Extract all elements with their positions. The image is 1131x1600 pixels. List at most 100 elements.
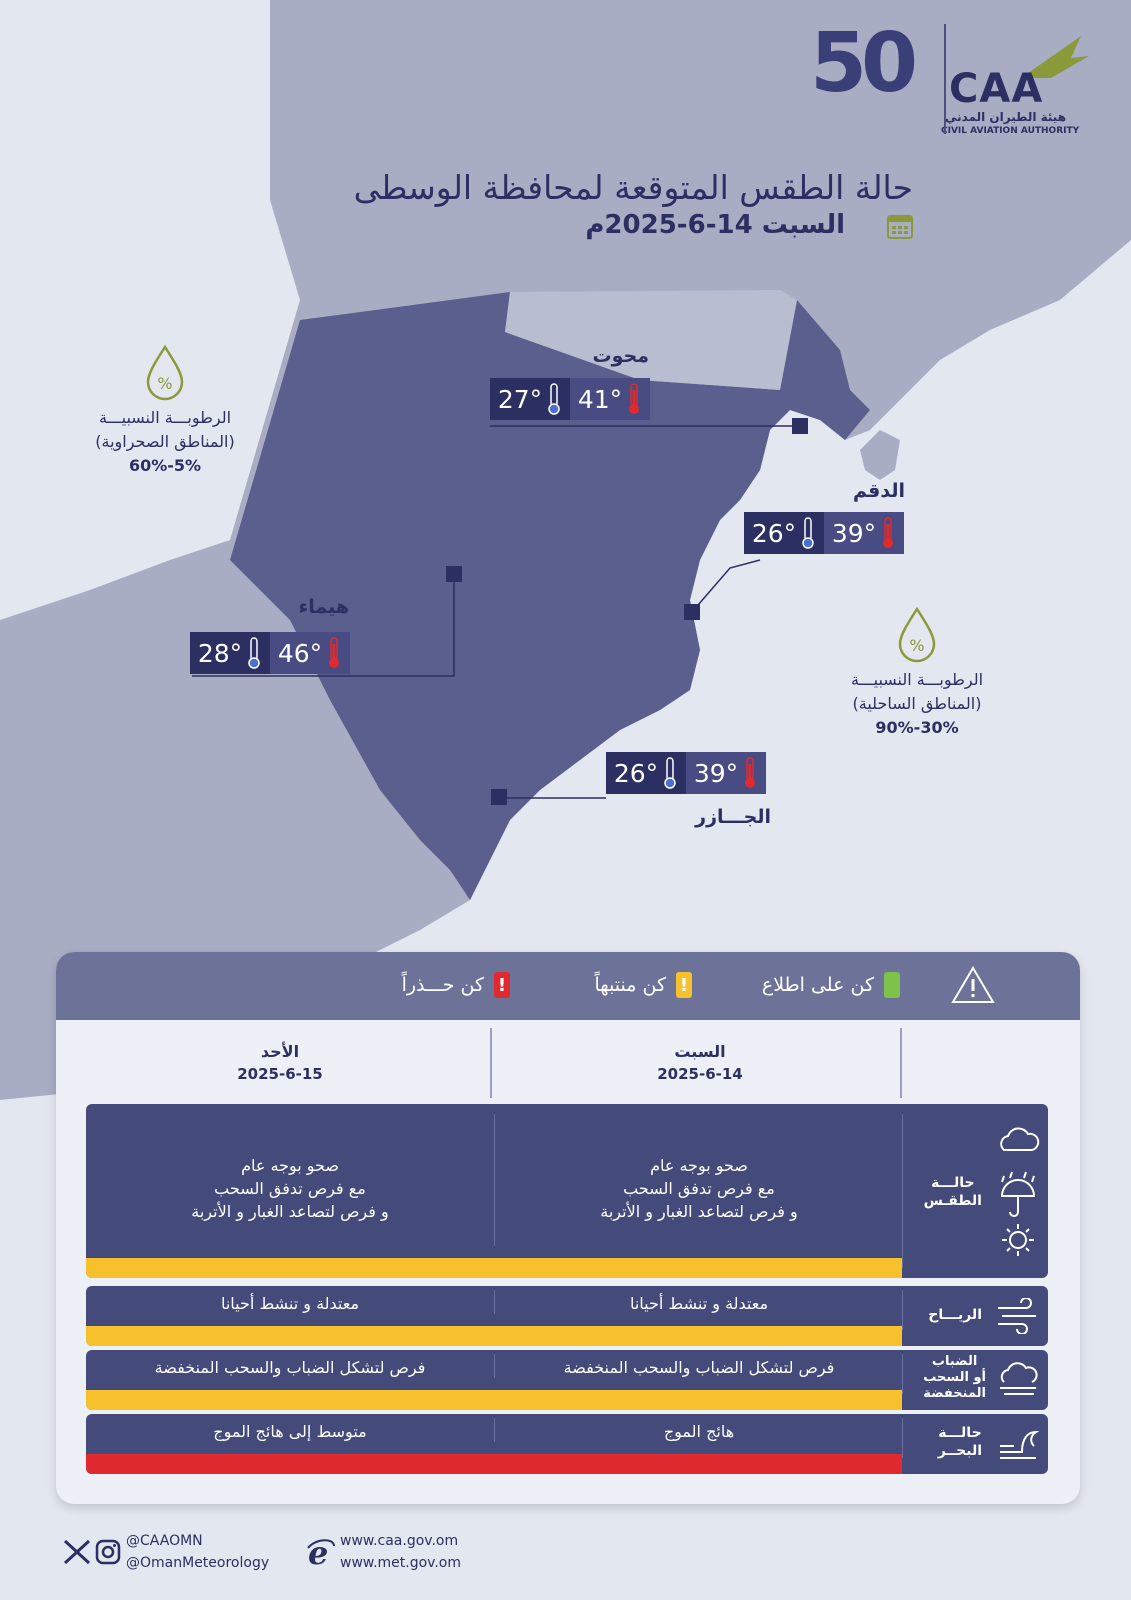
humidity-drop-icon: %: [146, 344, 184, 401]
max-temp-value: 46°: [277, 638, 323, 668]
rain-umbrella-icon: [1000, 1171, 1036, 1217]
fog-saturday: فرص لتشكل الضباب والسحب المنخفضة: [563, 1358, 835, 1377]
station-name-haima: هيماء: [298, 596, 349, 618]
legend-aware-label: كن منتبهاً: [594, 974, 666, 996]
social-handle-met[interactable]: @OmanMeteorology: [126, 1555, 270, 1571]
text-line: مع فرص تدفق السحب: [214, 1179, 366, 1198]
station-name-mahout: محوت: [592, 345, 649, 367]
humidity-coastal-range: 30%-90%: [875, 718, 959, 737]
x-twitter-icon[interactable]: [62, 1538, 92, 1566]
text-line: صحو بوجه عام: [650, 1156, 748, 1175]
day-name: السبت: [674, 1042, 726, 1061]
humidity-desert: % الرطوبـــة النسبيـــة (المناطق الصحراو…: [60, 344, 270, 478]
caa-logo-text: CAA: [949, 66, 1044, 112]
temp-box-haima: 28° 46°: [190, 632, 350, 674]
row-weather: صحو بوجه عام مع فرص تدفق السحب و فرص لتص…: [86, 1104, 1048, 1278]
row-label-sea: حالـــة البحــر: [938, 1424, 982, 1460]
legend-yellow-swatch: !: [676, 972, 692, 998]
legend-caution: ! كن حـــذراً: [402, 972, 510, 998]
temp-box-aljazer: 26° 39°: [606, 752, 766, 794]
max-temp-duqm: 39°: [824, 512, 904, 554]
min-temp-value: 26°: [751, 518, 797, 548]
day-header-sunday: الأحد 2025-6-15: [180, 1042, 380, 1083]
row-label-fog: الضباب أو السحب المنخفضة: [923, 1354, 986, 1402]
wind-saturday: معتدلة و تنشط أحيانا: [629, 1294, 769, 1313]
humidity-coastal-zone: (المناطق الساحلية): [852, 694, 982, 713]
label-divider: [902, 1418, 903, 1458]
alert-bar-aware: [86, 1326, 902, 1346]
caa-logo: CAA هيئة الطيران المدني CIVIL AVIATION A…: [941, 28, 1091, 138]
station-name-duqm: الدقم: [853, 480, 905, 502]
cell-divider: [494, 1354, 495, 1378]
humidity-coastal-label: الرطوبـــة النسبيـــة: [850, 670, 984, 689]
island: [860, 430, 900, 480]
legend-aware: ! كن منتبهاً: [595, 972, 692, 998]
land-upper: [505, 290, 797, 390]
warning-legend-bar: كن على اطلاع ! كن منتبهاً ! كن حـــذراً: [56, 952, 1080, 1020]
thermometer-hot-icon: [629, 383, 640, 414]
weather-sunday: صحو بوجه عام مع فرص تدفق السحب و فرص لتص…: [86, 1154, 494, 1223]
max-temp-value: 39°: [693, 758, 739, 788]
label-divider: [902, 1114, 903, 1268]
max-temp-mahout: 41°: [570, 378, 650, 420]
cell-divider: [494, 1290, 495, 1314]
social-block: @CAAOMN @OmanMeteorology: [62, 1530, 269, 1574]
max-temp-aljazer: 39°: [686, 752, 766, 794]
label-line: الطقـس: [923, 1193, 982, 1209]
fog-icon: [1000, 1362, 1038, 1395]
wind-icon: [998, 1298, 1036, 1334]
day-header-saturday: السبت 2025-6-14: [600, 1042, 800, 1083]
forecast-date: السبت 14-6-2025م: [585, 210, 845, 240]
sun-icon: [1002, 1224, 1034, 1256]
label-line: البحــر: [937, 1443, 982, 1459]
humidity-desert-range: 5%-60%: [128, 456, 202, 475]
text-line: صحو بوجه عام: [241, 1156, 339, 1175]
legend-caution-label: كن حـــذراً: [401, 974, 484, 996]
label-line: حالـــة: [938, 1425, 982, 1441]
thermometer-hot-icon: [745, 757, 756, 788]
svg-text:%: %: [157, 374, 172, 393]
row-wind: معتدلة و تنشط أحيانا معتدلة و تنشط أحيان…: [86, 1286, 1048, 1346]
wind-sunday: معتدلة و تنشط أحيانا: [220, 1294, 360, 1313]
temp-box-duqm: 26° 39°: [744, 512, 904, 554]
website-caa[interactable]: www.caa.gov.om: [340, 1533, 459, 1549]
forecast-panel: كن على اطلاع ! كن منتبهاً ! كن حـــذراً …: [56, 952, 1080, 1504]
row-label-wind: الريـــاح: [928, 1307, 982, 1323]
label-divider: [902, 1354, 903, 1394]
alert-bar-caution: [86, 1454, 902, 1474]
legend-inform-label: كن على اطلاع: [761, 974, 874, 996]
wave-icon: [1000, 1430, 1040, 1459]
cell-divider: [494, 1114, 495, 1246]
alert-bar-aware: [86, 1258, 902, 1278]
social-handle-caa[interactable]: @CAAOMN: [126, 1533, 203, 1549]
text-line: و فرص لتصاعد الغبار و الأتربة: [600, 1202, 798, 1221]
instagram-icon[interactable]: [94, 1538, 122, 1566]
min-temp-value: 26°: [613, 758, 659, 788]
thermometer-cold-icon: [664, 757, 676, 789]
min-temp-aljazer: 26°: [606, 752, 686, 794]
legend-inform: كن على اطلاع: [762, 972, 900, 998]
weather-icons: [1000, 1127, 1040, 1256]
min-temp-mahout: 27°: [490, 378, 570, 420]
day-date: 2025-6-14: [657, 1065, 743, 1083]
caa-arabic-name: هيئة الطيران المدني: [945, 110, 1067, 124]
max-temp-value: 41°: [577, 384, 623, 414]
calendar-icon: [887, 215, 913, 239]
plane-icon: [1021, 36, 1089, 78]
thermometer-cold-icon: [802, 517, 814, 549]
thermometer-hot-icon: [329, 637, 340, 668]
row-sea: هائج الموج متوسط إلى هائج الموج حالـــة …: [86, 1414, 1048, 1474]
websites-block: e www.caa.gov.om www.met.gov.om: [306, 1530, 461, 1574]
humidity-coastal: % الرطوبـــة النسبيـــة (المناطق الساحلي…: [812, 606, 1022, 740]
fog-sunday: فرص لتشكل الضباب والسحب المنخفضة: [154, 1358, 426, 1377]
humidity-drop-icon: %: [898, 606, 936, 663]
sea-saturday: هائج الموج: [663, 1422, 735, 1441]
cloud-icon: [1000, 1127, 1040, 1151]
temp-box-mahout: 27° 41°: [490, 378, 650, 420]
label-divider: [902, 1290, 903, 1330]
min-temp-duqm: 26°: [744, 512, 824, 554]
web-browser-icon: e: [307, 1536, 335, 1568]
website-met[interactable]: www.met.gov.om: [340, 1555, 462, 1571]
label-line: الضباب: [931, 1354, 978, 1369]
label-line: المنخفضة: [923, 1386, 986, 1401]
